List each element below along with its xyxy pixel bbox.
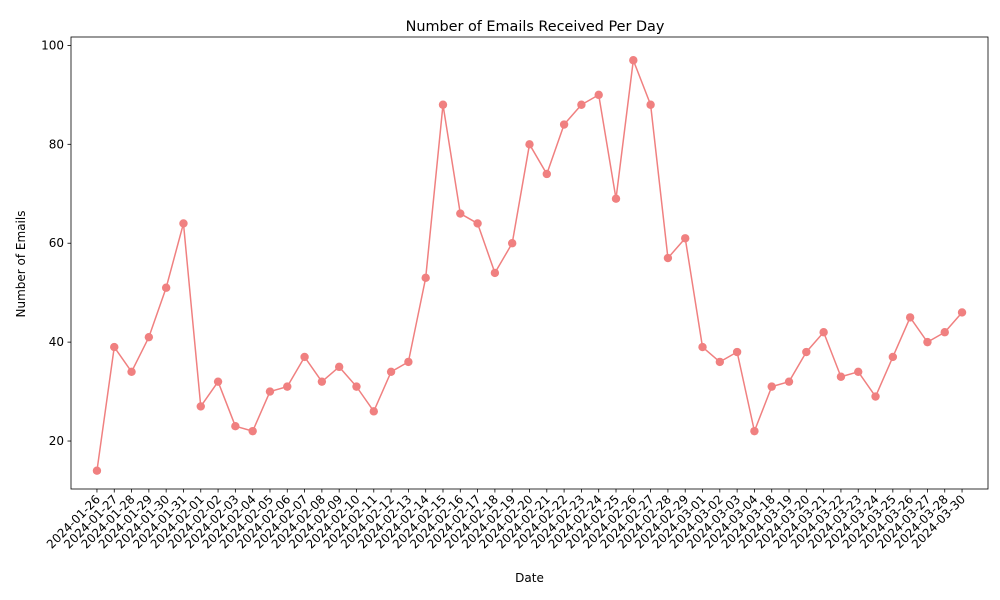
y-tick-label: 20 xyxy=(49,434,64,448)
y-tick-label: 80 xyxy=(49,137,64,151)
data-point xyxy=(836,372,846,381)
data-point xyxy=(317,377,327,386)
data-point xyxy=(525,140,534,149)
data-point xyxy=(231,421,240,431)
data-point xyxy=(646,100,655,109)
data-point xyxy=(473,219,482,228)
data-point xyxy=(283,382,292,391)
data-point xyxy=(179,219,188,228)
data-point xyxy=(438,100,448,109)
data-point xyxy=(456,209,465,218)
data-point xyxy=(923,337,932,347)
data-point xyxy=(905,313,915,322)
data-point xyxy=(871,392,880,401)
data-point xyxy=(854,367,863,376)
data-point xyxy=(161,283,171,292)
data-point xyxy=(940,328,949,337)
y-tick-label: 40 xyxy=(49,335,64,349)
data-point xyxy=(663,253,673,263)
data-point xyxy=(732,347,742,357)
data-point xyxy=(334,362,344,372)
data-point xyxy=(110,342,119,352)
data-point xyxy=(819,328,828,337)
data-point xyxy=(577,100,586,109)
data-point xyxy=(594,90,603,100)
data-point xyxy=(300,352,309,362)
x-axis-label: Date xyxy=(515,571,544,585)
data-point xyxy=(507,239,517,248)
data-point xyxy=(784,377,794,386)
data-point xyxy=(715,357,725,367)
data-point xyxy=(611,194,621,203)
data-point xyxy=(386,367,396,376)
data-point xyxy=(404,357,413,367)
plot-area: 204060801002024-01-262024-01-272024-01-2… xyxy=(41,36,989,551)
data-point xyxy=(196,402,205,411)
data-point xyxy=(542,169,552,179)
data-point xyxy=(490,268,500,278)
data-point xyxy=(957,308,967,317)
data-point xyxy=(767,382,776,391)
data-point xyxy=(248,426,257,436)
data-point xyxy=(92,466,102,475)
data-point xyxy=(265,387,275,396)
data-point xyxy=(802,347,811,357)
y-tick-label: 100 xyxy=(41,38,64,52)
data-point xyxy=(750,426,759,436)
data-point xyxy=(144,332,154,342)
data-point xyxy=(698,342,707,352)
data-point xyxy=(127,367,136,376)
data-point xyxy=(559,120,569,129)
data-point xyxy=(213,377,223,386)
y-axis-label: Number of Emails xyxy=(14,211,28,318)
data-point xyxy=(888,352,898,362)
data-point xyxy=(369,407,378,416)
data-point xyxy=(681,234,690,243)
data-point xyxy=(352,382,361,391)
data-point xyxy=(421,273,430,283)
chart-title: Number of Emails Received Per Day xyxy=(406,19,665,35)
data-point xyxy=(629,56,638,65)
y-tick-label: 60 xyxy=(49,236,64,250)
